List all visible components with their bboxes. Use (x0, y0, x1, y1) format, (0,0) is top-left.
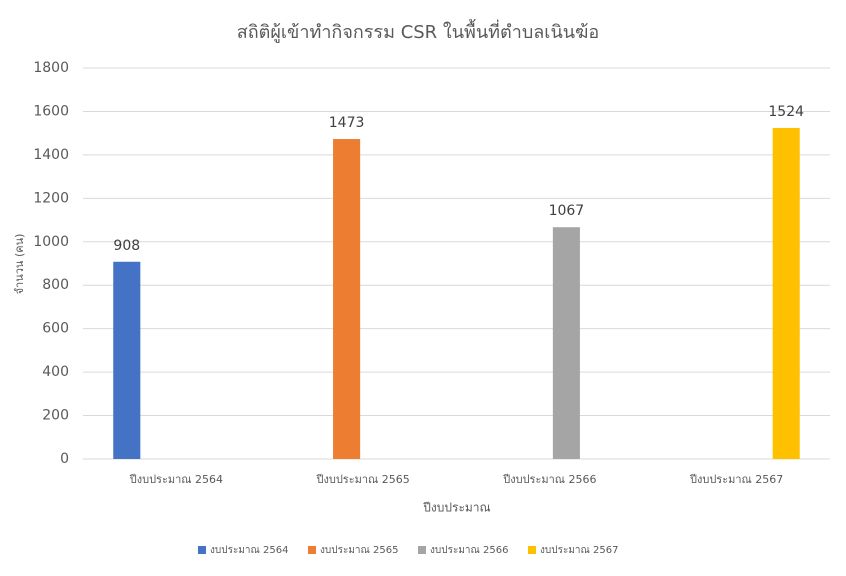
chart-title: สถิติผู้เข้าทำกิจกรรม CSR ในพื้นที่ตำบลเ… (237, 19, 599, 43)
x-tick-label: ปีงบประมาณ 2567 (689, 473, 783, 486)
y-tick-label: 600 (42, 321, 69, 337)
bar (552, 227, 580, 459)
data-label: 1524 (768, 104, 804, 120)
y-tick-label: 1000 (33, 234, 69, 250)
y-tick-label: 1600 (33, 103, 69, 119)
legend-swatch (198, 546, 206, 554)
legend-swatch (308, 546, 316, 554)
legend-swatch (528, 546, 536, 554)
bar (772, 127, 800, 459)
legend-label: งบประมาณ 2567 (540, 545, 618, 556)
legend-label: งบประมาณ 2565 (320, 545, 398, 556)
data-label: 908 (113, 238, 140, 254)
y-tick-label: 400 (42, 364, 69, 380)
y-tick-label: 200 (42, 408, 69, 424)
y-tick-label: 0 (60, 451, 69, 467)
x-tick-label: ปีงบประมาณ 2564 (129, 473, 223, 486)
y-tick-label: 800 (42, 277, 69, 293)
y-tick-label: 1400 (33, 147, 69, 163)
y-axis-title: จำนวน (คน) (13, 234, 26, 295)
y-tick-label: 1200 (33, 190, 69, 206)
legend-swatch (418, 546, 426, 554)
data-label: 1067 (549, 203, 585, 219)
x-tick-label: ปีงบประมาณ 2566 (502, 473, 596, 486)
x-tick-label: ปีงบประมาณ 2565 (315, 473, 409, 486)
legend-label: งบประมาณ 2564 (210, 545, 288, 556)
y-tick-label: 1800 (33, 60, 69, 76)
data-label: 1473 (329, 115, 365, 131)
bar (113, 261, 141, 459)
bar (333, 139, 361, 459)
legend-label: งบประมาณ 2566 (430, 545, 508, 556)
x-axis-title: ปีงบประมาณ (423, 501, 491, 515)
